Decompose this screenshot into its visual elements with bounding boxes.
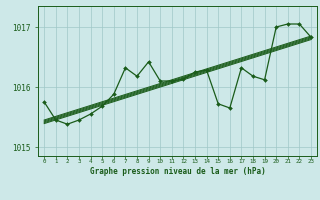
X-axis label: Graphe pression niveau de la mer (hPa): Graphe pression niveau de la mer (hPa) [90, 167, 266, 176]
